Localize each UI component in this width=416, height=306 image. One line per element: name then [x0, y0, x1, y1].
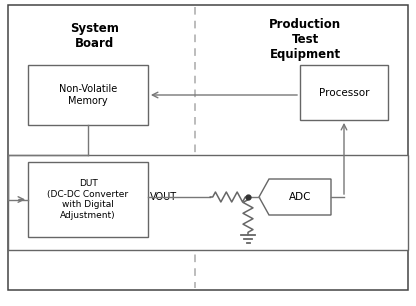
Bar [28, 162, 148, 237]
Bar [28, 65, 148, 125]
Polygon shape [259, 179, 331, 215]
Text: DUT
(DC-DC Converter
with Digital
Adjustment): DUT (DC-DC Converter with Digital Adjust… [47, 179, 129, 220]
Text: Production
Test
Equipment: Production Test Equipment [269, 18, 341, 61]
Text: Non-Volatile
Memory: Non-Volatile Memory [59, 84, 117, 106]
Text: System
Board: System Board [71, 22, 119, 50]
Text: VOUT: VOUT [150, 192, 177, 201]
Bar [300, 65, 388, 120]
Text: ADC: ADC [289, 192, 311, 202]
Bar [8, 155, 408, 250]
Text: Processor: Processor [319, 88, 369, 98]
